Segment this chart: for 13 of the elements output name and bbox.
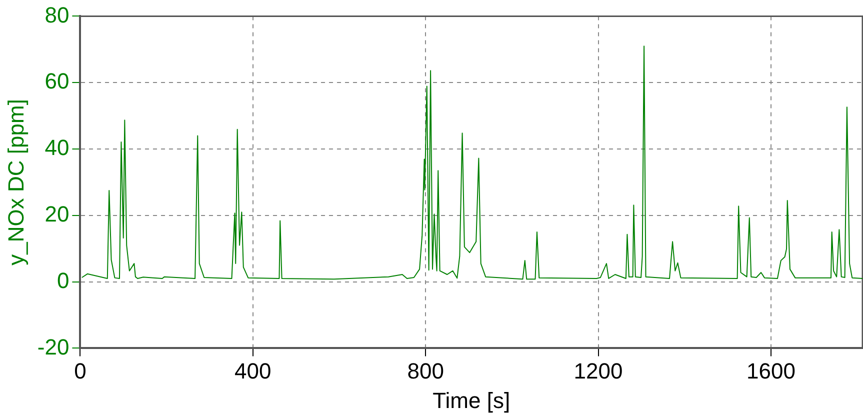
y-tick-label: 60 <box>44 68 70 94</box>
y-tick-label: 0 <box>56 268 70 293</box>
x-tick-label: 0 <box>74 358 86 384</box>
y-tick-label: 40 <box>44 135 70 160</box>
y-tick-label: -20 <box>37 334 70 360</box>
x-tick-label: 1600 <box>746 358 796 384</box>
y-tick-label: 20 <box>44 201 70 226</box>
x-axis-title: Time [s] <box>432 388 510 413</box>
x-tick-label: 400 <box>234 358 272 384</box>
x-tick-label: 800 <box>407 358 444 384</box>
y-tick-label: 80 <box>44 2 70 28</box>
y-axis-title: y_NOx DC [ppm] <box>3 99 28 266</box>
x-tick-label: 1200 <box>574 358 623 384</box>
